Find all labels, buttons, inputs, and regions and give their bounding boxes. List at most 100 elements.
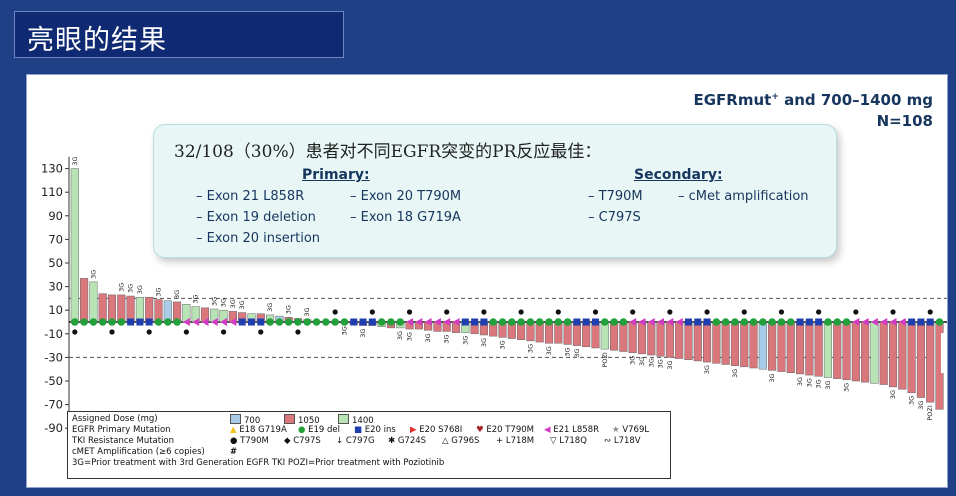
bar-note: 3G — [406, 332, 414, 341]
panel-edge-mark — [941, 333, 947, 373]
bar-note: 3G — [805, 378, 813, 387]
bar — [777, 321, 786, 372]
bar-note: 3G — [127, 284, 135, 293]
primary-mutation-marker — [880, 318, 888, 326]
bar-note: 3G — [768, 373, 776, 382]
legend-tki-l718m: L718M — [505, 436, 535, 446]
bar — [145, 296, 154, 323]
bar-note: 3G — [573, 349, 581, 358]
primary-mutation-marker — [694, 318, 702, 326]
bar — [879, 321, 888, 385]
primary-mutation-marker — [182, 318, 190, 326]
resistance-marker — [146, 329, 152, 335]
primary-item: – Exon 21 L858R — [196, 189, 305, 204]
primary-mutation-marker — [98, 318, 107, 326]
resistance-marker — [220, 329, 227, 335]
bar — [703, 321, 712, 363]
primary-mutation-marker — [350, 318, 358, 326]
bar-note: 3G — [629, 356, 637, 365]
primary-mutation-marker — [721, 318, 730, 326]
bar — [600, 321, 609, 350]
bar — [647, 321, 656, 356]
primary-mutation-marker — [471, 318, 479, 326]
primary-mutation-marker — [71, 318, 79, 326]
bar — [107, 294, 117, 323]
legend-tki-g796s: G796S — [451, 436, 480, 446]
bar — [628, 321, 637, 353]
bar-note: 3G — [89, 270, 97, 279]
primary-mutation-marker — [898, 318, 906, 326]
primary-mutation-marker — [192, 318, 200, 326]
resistance-marker — [853, 309, 859, 315]
resistance-marker — [592, 309, 599, 315]
primary-mutation-marker — [638, 318, 646, 326]
bar — [637, 321, 647, 355]
secondary-item: – C797S — [588, 210, 641, 225]
primary-mutation-marker — [684, 318, 692, 326]
primary-mutation-marker — [480, 318, 488, 326]
primary-mutation-marker — [201, 318, 209, 326]
primary-mutation-marker — [889, 318, 897, 326]
bar — [80, 278, 89, 323]
primary-item: – Exon 18 G719A — [350, 210, 461, 225]
bar — [758, 321, 767, 370]
bar-note: 3G — [480, 338, 488, 347]
bar-note: 3G — [564, 347, 572, 356]
bar — [712, 321, 721, 364]
primary-mutation-marker — [461, 318, 469, 326]
legend-cmet-label: cMET Amplification (≥6 copies) — [72, 447, 205, 457]
primary-mutation-marker — [573, 318, 581, 326]
primary-mutation-marker — [703, 318, 711, 326]
bar-note: 3G — [461, 336, 469, 345]
bar-note: 3G — [703, 365, 711, 374]
bar — [805, 321, 814, 376]
y-tick-label: 30 — [48, 280, 63, 294]
primary-mutation-marker — [870, 318, 878, 326]
sample-size: N=108 — [876, 112, 933, 130]
primary-title: Primary: — [302, 167, 370, 183]
bar — [823, 321, 833, 378]
bar — [610, 321, 619, 351]
resistance-marker — [741, 309, 747, 315]
legend-dose-1050: 1050 — [298, 416, 320, 426]
primary-item: – Exon 20 T790M — [350, 189, 462, 204]
bar-note: 3G — [266, 303, 274, 312]
primary-mutation-marker — [387, 318, 395, 326]
primary-mutation-marker — [331, 318, 339, 326]
primary-mutation-marker — [322, 318, 330, 326]
bar — [582, 321, 591, 348]
legend-tki-g724s: G724S — [397, 436, 427, 446]
bar-note: POZI — [926, 405, 934, 420]
bar — [135, 296, 144, 323]
bar — [70, 168, 79, 323]
bar-note: 3G — [303, 307, 311, 316]
resistance-marker — [927, 309, 933, 315]
primary-mutation-marker — [312, 318, 321, 326]
primary-mutation-marker — [545, 318, 553, 326]
legend-primary-label: EGFR Primary Mutation — [72, 425, 171, 435]
primary-mutation-marker — [127, 318, 135, 326]
legend-cmet-symbol: # — [230, 447, 238, 457]
legend-dose-label: Assigned Dose (mg) — [72, 414, 158, 424]
bar — [916, 321, 925, 398]
resistance-marker — [72, 329, 78, 335]
bar — [693, 321, 702, 362]
bar — [842, 321, 851, 381]
bar — [117, 294, 126, 323]
resistance-marker — [183, 329, 189, 335]
primary-mutation-marker — [833, 318, 842, 326]
bar-note: 3G — [443, 334, 451, 343]
primary-mutation-marker — [805, 318, 813, 326]
y-tick-label: 90 — [48, 209, 63, 223]
resistance-marker — [444, 309, 450, 315]
legend-primary-e18: E18 G719A — [239, 425, 287, 435]
legend-dose-700: 700 — [244, 416, 261, 426]
primary-mutation-marker — [647, 318, 655, 326]
bar-note: 3G — [499, 340, 507, 349]
legend-primary-e20ins: E20 ins — [364, 425, 396, 435]
resistance-marker — [109, 329, 115, 335]
callout-heading: 32/108（30%）患者对不同EGFR突变的PR反应最佳： — [174, 142, 602, 162]
bar — [907, 321, 916, 394]
